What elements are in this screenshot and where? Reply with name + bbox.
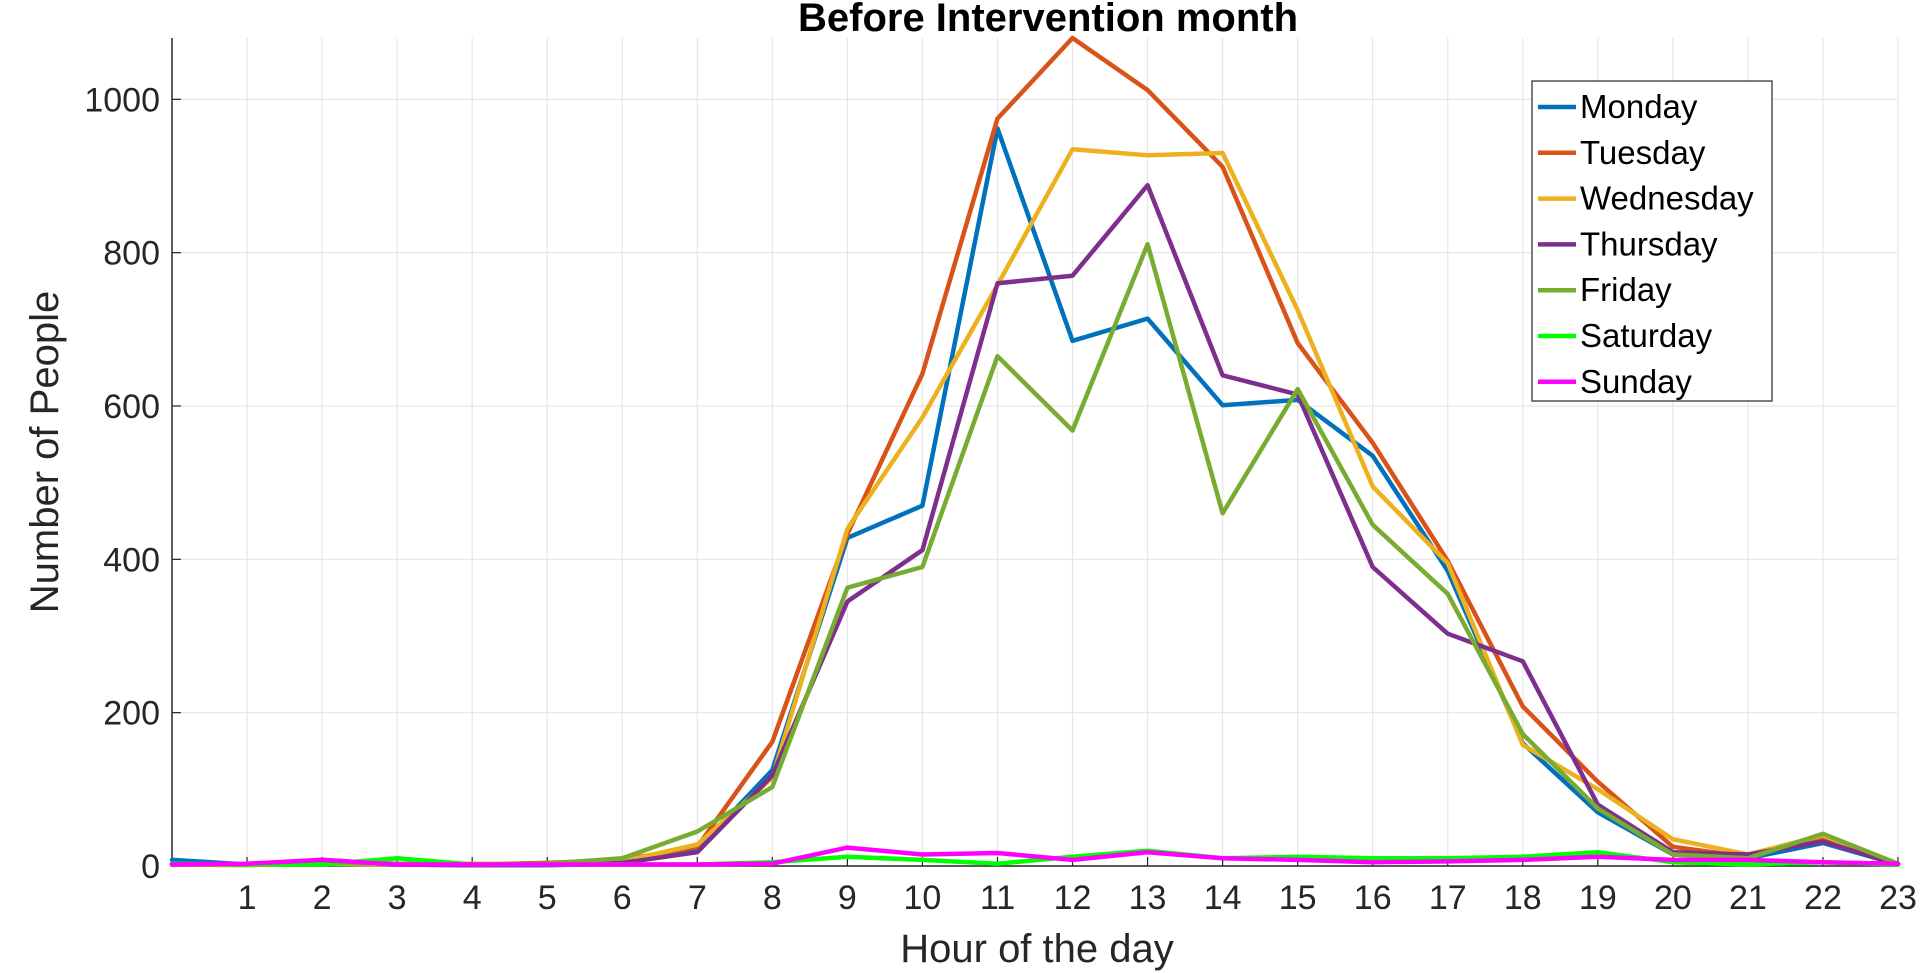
x-tick-labels: 1 2 3 4 5 6 7 8 9 10 11 12 13 14 15 16 17 18 19 20 21 22 23 (238, 879, 1917, 917)
x-tick-label: 1 (238, 879, 257, 917)
legend-box (1531, 80, 1773, 402)
series-line-sunday (169, 845, 1901, 867)
x-tick-label: 13 (1129, 879, 1167, 917)
legend-item-tuesday: Tuesday (1538, 134, 1706, 171)
x-tick-label: 4 (463, 879, 482, 917)
x-tick-label: 19 (1579, 879, 1617, 917)
series-lines (169, 35, 1901, 868)
x-tick-label: 8 (763, 879, 782, 917)
y-tick-labels: 0 200 400 600 800 1000 (84, 81, 160, 886)
y-tick-label: 400 (103, 541, 160, 579)
x-tick-label: 18 (1504, 879, 1542, 917)
x-tick-label: 3 (388, 879, 407, 917)
x-tick-label: 16 (1354, 879, 1392, 917)
legend-item-thursday: Thursday (1538, 225, 1718, 262)
legend-item-monday: Monday (1538, 88, 1698, 125)
x-tick-label: 21 (1729, 879, 1767, 917)
x-tick-label: 10 (904, 879, 942, 917)
x-tick-label: 22 (1804, 879, 1842, 917)
y-tick-label: 800 (103, 235, 160, 273)
x-tick-label: 15 (1279, 879, 1317, 917)
x-tick-label: 6 (613, 879, 632, 917)
x-tick-label: 20 (1654, 879, 1692, 917)
x-tick-label: 12 (1054, 879, 1092, 917)
legend-label: Friday (1580, 271, 1672, 308)
x-tick-label: 9 (838, 879, 857, 917)
legend-items: Monday Tuesday Wednesday Thursday Friday Satu… (1538, 88, 1754, 400)
x-axis-label: Hour of the day (900, 927, 1174, 971)
x-tick-label: 5 (538, 879, 557, 917)
legend: Monday Tuesday Wednesday Thursday Friday Satu… (1531, 80, 1773, 402)
legend-label: Monday (1580, 88, 1698, 125)
x-tick-label: 7 (688, 879, 707, 917)
y-tick-label: 1000 (84, 81, 160, 119)
legend-item-wednesday: Wednesday (1538, 180, 1754, 217)
x-tick-label: 2 (313, 879, 332, 917)
chart-title: Before Intervention month (798, 0, 1298, 40)
y-axis-label: Number of People (23, 291, 67, 613)
legend-label: Sunday (1580, 363, 1692, 400)
y-tick-label: 0 (141, 848, 160, 886)
legend-item-friday: Friday (1538, 271, 1672, 308)
y-tick-label: 200 (103, 695, 160, 733)
legend-item-sunday: Sunday (1538, 363, 1692, 400)
x-tick-label: 14 (1204, 879, 1242, 917)
legend-item-saturday: Saturday (1538, 317, 1713, 354)
legend-label: Tuesday (1580, 134, 1706, 171)
x-tick-label: 23 (1879, 879, 1917, 917)
legend-label: Wednesday (1580, 180, 1754, 217)
legend-label: Saturday (1580, 317, 1713, 354)
x-tick-label: 11 (980, 879, 1015, 917)
legend-label: Thursday (1580, 225, 1718, 262)
x-tick-label: 17 (1429, 879, 1467, 917)
y-tick-label: 600 (103, 388, 160, 426)
